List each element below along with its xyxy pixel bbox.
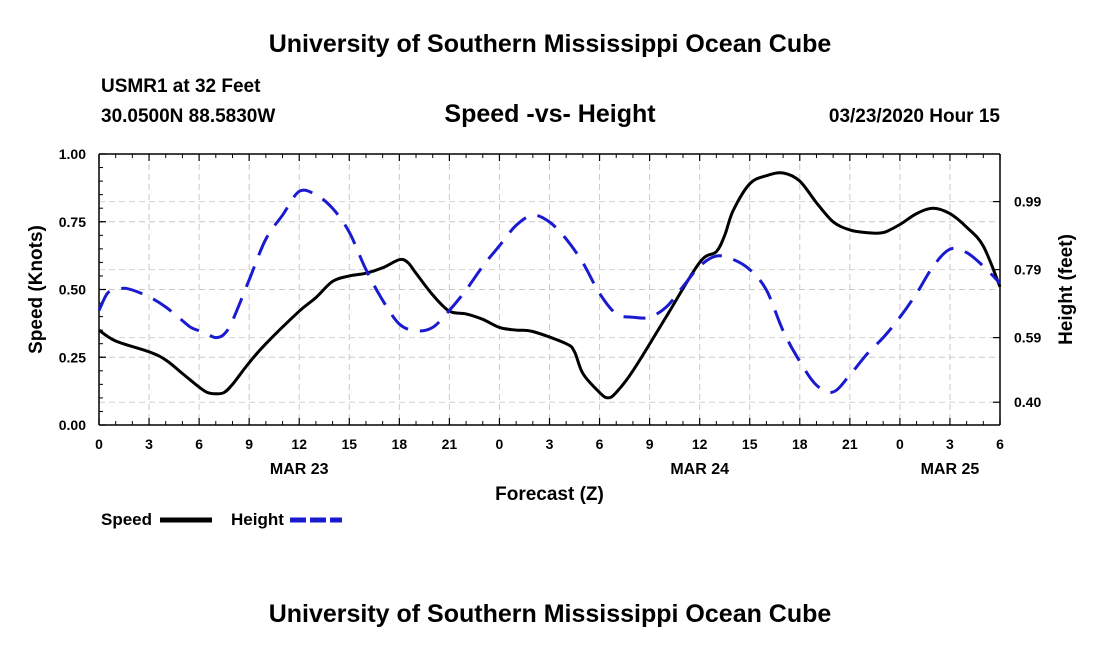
page-title: University of Southern Mississippi Ocean… [268, 30, 832, 58]
x-tick-label: 12 [291, 436, 307, 452]
x-tick-label: 6 [195, 436, 203, 452]
y-tick-label: 0.25 [59, 349, 86, 365]
chart-title: Speed -vs- Height [444, 100, 656, 128]
date-label: MAR 23 [270, 461, 329, 478]
x-tick-label: 6 [996, 436, 1004, 452]
y2-tick-label: 0.40 [1014, 394, 1041, 410]
date-label: MAR 25 [921, 461, 980, 478]
date-label: MAR 24 [670, 461, 729, 478]
y-tick-label: 0.00 [59, 417, 86, 433]
x-tick-label: 0 [496, 436, 504, 452]
forecast-datetime: 03/23/2020 Hour 15 [828, 106, 1000, 127]
legend-speed-label: Speed [101, 510, 153, 529]
y-tick-label: 1.00 [59, 146, 86, 162]
y-tick-label: 0.75 [59, 214, 86, 230]
x-tick-label: 18 [792, 436, 808, 452]
station-label: USMR1 at 32 Feet [101, 76, 261, 97]
y2-tick-label: 0.79 [1014, 262, 1041, 278]
x-tick-label: 9 [245, 436, 253, 452]
x-axis-label: Forecast (Z) [495, 484, 604, 505]
x-tick-label: 3 [145, 436, 153, 452]
x-tick-label: 9 [646, 436, 654, 452]
y-tick-label: 0.50 [59, 282, 86, 298]
x-tick-label: 0 [95, 436, 103, 452]
series-line-height [97, 188, 1002, 394]
footer-title: University of Southern Mississippi Ocean… [268, 600, 832, 628]
y-axis-label: Speed (Knots) [26, 225, 47, 354]
x-tick-label: 21 [442, 436, 458, 452]
x-tick-label: 21 [842, 436, 858, 452]
x-tick-label: 3 [546, 436, 554, 452]
x-tick-label: 12 [692, 436, 708, 452]
y2-axis-label: Height (feet) [1056, 234, 1077, 345]
x-tick-label: 3 [946, 436, 954, 452]
y2-tick-label: 0.59 [1014, 330, 1041, 346]
series-line-speed [98, 171, 1002, 400]
y2-tick-label: 0.99 [1014, 194, 1041, 210]
x-tick-label: 15 [742, 436, 758, 452]
legend-height-label: Height [231, 510, 284, 529]
x-tick-label: 0 [896, 436, 904, 452]
x-tick-label: 18 [392, 436, 408, 452]
x-tick-label: 6 [596, 436, 604, 452]
x-tick-label: 15 [341, 436, 357, 452]
coordinates-label: 30.0500N 88.5830W [101, 106, 276, 127]
